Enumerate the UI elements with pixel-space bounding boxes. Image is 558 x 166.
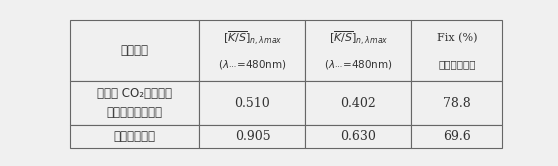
Bar	[411, 125, 502, 148]
Bar	[200, 20, 305, 81]
Bar	[70, 125, 200, 148]
Text: （固色效率）: （固色效率）	[438, 59, 475, 69]
Text: $[\overline{K/S}]_{n,\lambda max}$: $[\overline{K/S}]_{n,\lambda max}$	[329, 29, 388, 47]
Bar	[200, 81, 305, 125]
Bar	[70, 81, 200, 125]
Bar	[411, 81, 502, 125]
Text: Fix (%): Fix (%)	[436, 33, 477, 43]
Text: 传统水浴染色: 传统水浴染色	[114, 130, 156, 143]
Text: 染；低压催化固色: 染；低压催化固色	[107, 106, 162, 119]
Text: $(\lambda_{\cdots}\!=\!480\mathrm{nm})$: $(\lambda_{\cdots}\!=\!480\mathrm{nm})$	[324, 58, 393, 71]
Text: 78.8: 78.8	[443, 96, 470, 110]
Bar	[305, 20, 411, 81]
Bar	[305, 125, 411, 148]
Bar	[305, 81, 411, 125]
Bar	[411, 20, 502, 81]
Text: 0.510: 0.510	[234, 96, 270, 110]
Text: 染色方法: 染色方法	[121, 44, 148, 57]
Bar	[200, 125, 305, 148]
Text: 超临界 CO₂流体中上: 超临界 CO₂流体中上	[97, 87, 172, 100]
Text: 0.630: 0.630	[340, 130, 376, 143]
Bar	[70, 20, 200, 81]
Text: $[\overline{K/S}]_{n,\lambda max}$: $[\overline{K/S}]_{n,\lambda max}$	[223, 29, 282, 47]
Text: 0.905: 0.905	[235, 130, 270, 143]
Text: 0.402: 0.402	[340, 96, 376, 110]
Text: $(\lambda_{\cdots}\!=\!480\mathrm{nm})$: $(\lambda_{\cdots}\!=\!480\mathrm{nm})$	[218, 58, 287, 71]
Text: 69.6: 69.6	[443, 130, 470, 143]
